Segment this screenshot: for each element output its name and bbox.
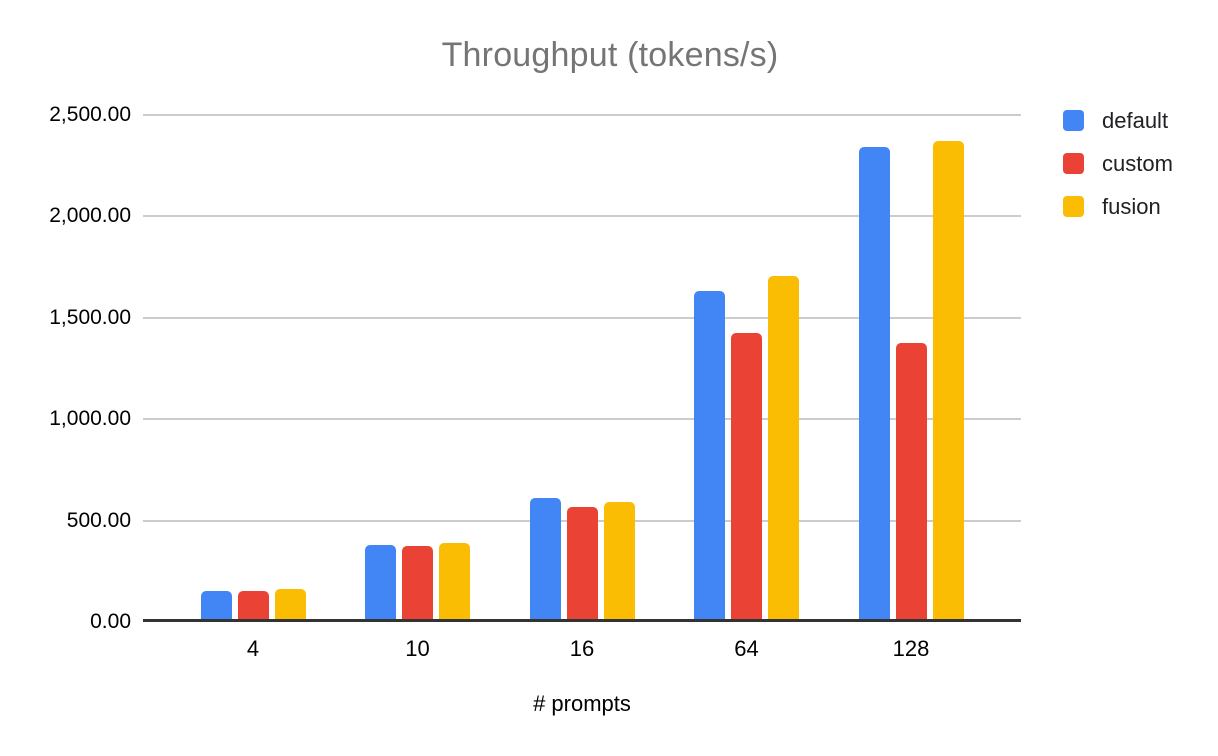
gridline <box>143 114 1021 116</box>
bar-fusion-10[interactable] <box>439 543 470 622</box>
bar-custom-10[interactable] <box>402 545 433 622</box>
chart-title: Throughput (tokens/s) <box>441 36 779 74</box>
plot-area <box>143 114 1021 622</box>
legend-label: fusion <box>1102 193 1161 219</box>
x-tick-label: 4 <box>246 636 260 661</box>
x-tick-label: 128 <box>892 636 930 661</box>
y-tick-label: 2,500.00 <box>49 103 131 126</box>
x-tick-label: 10 <box>405 636 430 661</box>
gridline <box>143 316 1021 319</box>
y-tick-label: 1,000.00 <box>49 407 131 431</box>
legend-label: default <box>1102 107 1169 133</box>
bar-custom-64[interactable] <box>731 333 762 622</box>
bar-default-128[interactable] <box>858 147 890 622</box>
x-axis-title: # prompts <box>533 691 631 716</box>
legend-item-fusion[interactable]: fusion <box>1063 185 1173 228</box>
y-tick-label: 2,000.00 <box>49 204 131 228</box>
bar-fusion-4[interactable] <box>274 588 306 622</box>
x-axis-line <box>143 619 1021 622</box>
x-tick-label: 64 <box>734 636 759 661</box>
bar-default-16[interactable] <box>529 498 561 622</box>
y-tick-label: 500.00 <box>66 508 131 532</box>
legend-swatch-custom <box>1063 153 1084 174</box>
bar-custom-16[interactable] <box>566 507 598 622</box>
legend-label: custom <box>1102 150 1173 176</box>
bar-fusion-128[interactable] <box>932 140 964 622</box>
gridline <box>143 418 1021 421</box>
bar-fusion-64[interactable] <box>768 276 799 622</box>
x-axis-labels: 4 10 16 64 128 <box>143 636 1021 666</box>
gridline <box>143 215 1021 218</box>
legend-item-default[interactable]: default <box>1063 99 1173 142</box>
bar-default-64[interactable] <box>694 291 725 622</box>
bar-default-10[interactable] <box>365 545 396 622</box>
legend-item-custom[interactable]: custom <box>1063 142 1173 185</box>
bar-custom-128[interactable] <box>895 342 927 622</box>
y-tick-label: 0.00 <box>90 610 131 633</box>
bar-default-4[interactable] <box>200 590 232 622</box>
y-tick-label: 1,500.00 <box>49 305 131 329</box>
legend-swatch-default <box>1063 110 1084 131</box>
chart-legend: default custom fusion <box>1063 99 1173 228</box>
bar-fusion-16[interactable] <box>603 501 635 622</box>
bar-custom-4[interactable] <box>237 590 269 622</box>
legend-swatch-fusion <box>1063 196 1084 217</box>
x-tick-label: 16 <box>569 636 595 661</box>
y-axis-labels: 0.00 500.00 1,000.00 1,500.00 2,000.00 2,500.… <box>0 104 131 633</box>
